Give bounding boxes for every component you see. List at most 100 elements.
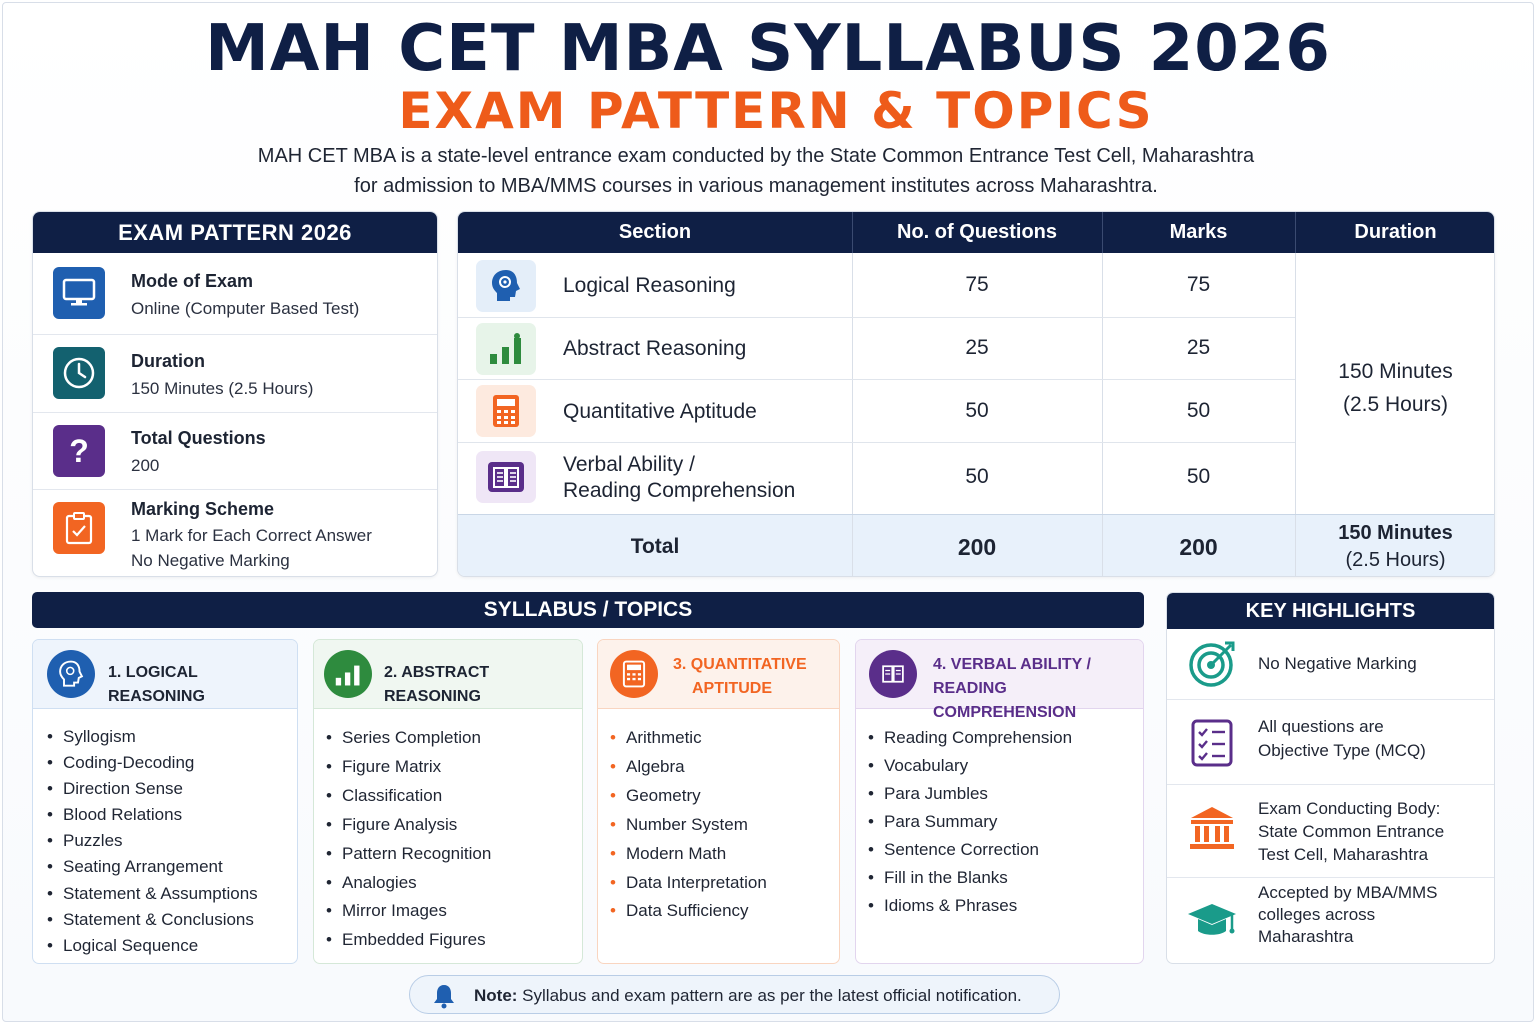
calculator-icon [476, 385, 536, 437]
topic-item: Number System [610, 811, 767, 840]
row-divider [458, 514, 1494, 515]
pattern-item-duration: Duration 150 Minutes (2.5 Hours) [33, 334, 437, 412]
header-divider [1295, 212, 1296, 253]
topic-item: Seating Arrangement [47, 854, 258, 880]
highlight-text: Maharashtra [1258, 927, 1354, 946]
topic-item: Blood Relations [47, 802, 258, 828]
pattern-value: Online (Computer Based Test) [131, 299, 360, 318]
section-marks: 75 [1186, 273, 1211, 296]
topic-list: Series CompletionFigure MatrixClassifica… [326, 724, 491, 955]
note-body: Syllabus and exam pattern are as per the… [517, 986, 1022, 1005]
bell-icon [432, 983, 456, 1023]
topic-card-verbal: 4. VERBAL ABILITY / READING COMPREHENSIO… [855, 639, 1144, 964]
section-duration-hours: (2.5 Hours) [1342, 393, 1449, 416]
topic-item: Coding-Decoding [47, 750, 258, 776]
highlight-text: State Common Entrance [1258, 822, 1445, 841]
brain-icon [47, 650, 95, 698]
pattern-value: No Negative Marking [131, 551, 290, 570]
header-divider [852, 212, 853, 253]
table-total-row: Total 200 200 150 Minutes (2.5 Hours) [458, 515, 1494, 576]
bar-chart-icon [476, 323, 536, 375]
pattern-value: 200 [131, 456, 160, 475]
section-questions: 25 [965, 336, 989, 359]
graduation-cap-icon [1185, 894, 1239, 948]
topic-item: Statement & Assumptions [47, 881, 258, 907]
topic-card-header: 1. LOGICAL REASONING [33, 640, 297, 709]
topic-item: Logical Sequence [47, 933, 258, 959]
total-questions: 200 [957, 534, 997, 560]
section-questions: 75 [965, 273, 989, 296]
topic-item: Para Jumbles [868, 780, 1072, 808]
total-label: Total [630, 535, 680, 558]
pattern-item-mode: Mode of Exam Online (Computer Based Test… [33, 253, 437, 334]
monitor-icon [53, 267, 105, 319]
pattern-value: 150 Minutes (2.5 Hours) [131, 379, 314, 398]
intro-line: for admission to MBA/MMS courses in vari… [354, 175, 1158, 197]
highlight-text: Test Cell, Maharashtra [1258, 845, 1429, 864]
topic-item: Figure Matrix [326, 753, 491, 782]
clipboard-check-icon [53, 502, 105, 554]
row-divider [458, 442, 1295, 443]
book-icon [869, 650, 917, 698]
topic-item: Arithmetic [610, 724, 767, 753]
page-subtitle: EXAM PATTERN & TOPICS [398, 82, 1154, 140]
pattern-item-questions: ? Total Questions 200 [33, 412, 437, 489]
checklist-icon [1185, 715, 1239, 769]
table-header-marks: Marks [1102, 212, 1295, 253]
topic-item: Puzzles [47, 828, 258, 854]
section-questions: 50 [965, 465, 989, 488]
table-header-questions: No. of Questions [852, 212, 1102, 253]
total-duration-hours: (2.5 Hours) [1345, 549, 1446, 571]
exam-pattern-table: Section No. of Questions Marks Duration … [457, 211, 1495, 577]
topic-item: Classification [326, 782, 491, 811]
column-divider [852, 253, 853, 576]
highlight-text: No Negative Marking [1258, 654, 1417, 673]
topic-item: Data Sufficiency [610, 897, 767, 926]
intro-line: MAH CET MBA is a state-level entrance ex… [257, 145, 1255, 167]
total-marks: 200 [1179, 534, 1218, 560]
topic-card-header: 2. ABSTRACT REASONING [314, 640, 582, 709]
pattern-label: Mode of Exam [131, 271, 254, 291]
institution-icon [1185, 801, 1239, 855]
topic-item: Para Summary [868, 808, 1072, 836]
calculator-icon [610, 650, 658, 698]
exam-pattern-card: EXAM PATTERN 2026 Mode of Exam Online (C… [32, 211, 438, 577]
topic-item: Analogies [326, 869, 491, 898]
brain-icon [476, 260, 536, 312]
topic-item: Series Completion [326, 724, 491, 753]
topic-title: 2. ABSTRACT REASONING [384, 664, 490, 705]
book-icon [476, 451, 536, 503]
topic-item: Statement & Conclusions [47, 907, 258, 933]
header-divider [1102, 212, 1103, 253]
section-name: Logical Reasoning [563, 274, 736, 297]
section-questions: 50 [965, 399, 989, 422]
pattern-label: Duration [131, 351, 205, 371]
section-name: Verbal Ability / [563, 453, 695, 476]
section-marks: 50 [1186, 465, 1211, 488]
highlight-text: colleges across [1258, 905, 1376, 924]
topic-item: Pattern Recognition [326, 840, 491, 869]
note-label: Note: [474, 986, 518, 1005]
row-divider [458, 379, 1295, 380]
topic-list: SyllogismCoding-DecodingDirection SenseB… [47, 724, 258, 959]
section-name: Abstract Reasoning [563, 337, 747, 360]
target-icon [1185, 637, 1239, 691]
section-name-line2: Reading Comprehension [563, 479, 796, 502]
column-divider [1102, 253, 1103, 576]
row-divider [458, 317, 1295, 318]
pattern-value: 1 Mark for Each Correct Answer [131, 526, 372, 545]
topic-list: Reading ComprehensionVocabularyPara Jumb… [868, 724, 1072, 920]
topic-card-logical: 1. LOGICAL REASONING SyllogismCoding-Dec… [32, 639, 298, 964]
topic-item: Mirror Images [326, 897, 491, 926]
highlight-text: Accepted by MBA/MMS [1258, 883, 1438, 902]
topic-item: Modern Math [610, 840, 767, 869]
syllabus-heading: SYLLABUS / TOPICS [32, 592, 1144, 628]
topic-item: Fill in the Blanks [868, 864, 1072, 892]
topic-item: Vocabulary [868, 752, 1072, 780]
bar-chart-icon [324, 650, 372, 698]
page-title: MAH CET MBA SYLLABUS 2026 [205, 12, 1331, 86]
pattern-label: Total Questions [131, 428, 266, 448]
highlight-item: All questions are Objective Type (MCQ) [1167, 699, 1494, 784]
topic-item: Syllogism [47, 724, 258, 750]
note-text: Note: Syllabus and exam pattern are as p… [474, 976, 1022, 1015]
